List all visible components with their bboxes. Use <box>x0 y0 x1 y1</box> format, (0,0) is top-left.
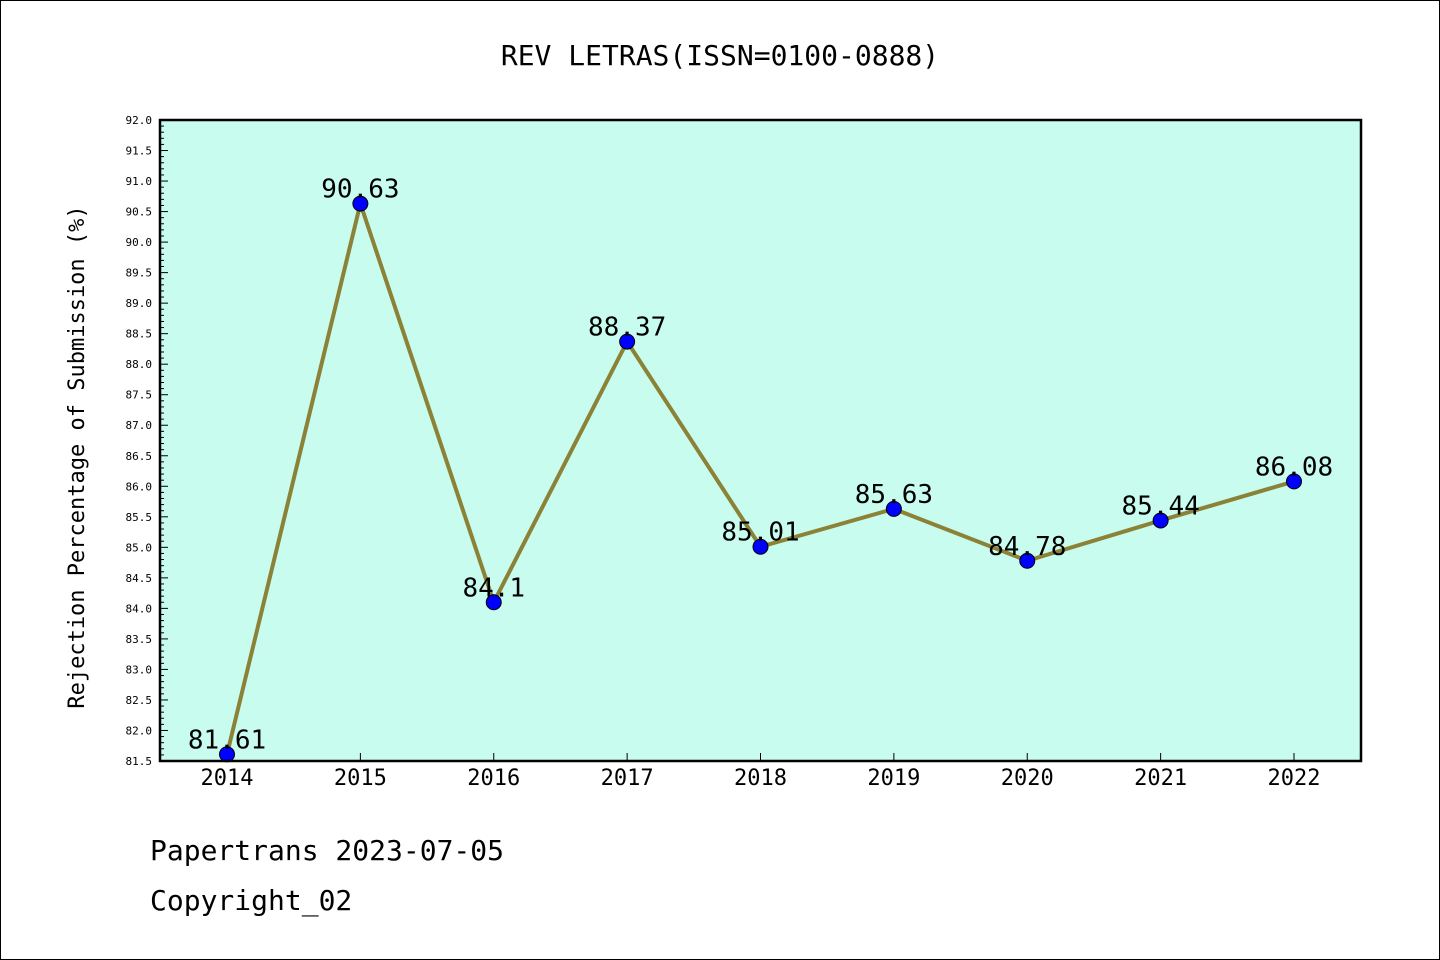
y-tick-label: 92.0 <box>126 114 153 127</box>
y-tick-label: 85.0 <box>126 541 153 554</box>
data-point <box>885 500 902 517</box>
data-label: 85.01 <box>721 518 799 548</box>
data-label: 85.63 <box>855 480 933 510</box>
x-tick-label: 2020 <box>1001 766 1054 791</box>
y-tick-label: 89.0 <box>126 297 153 310</box>
y-tick-label: 84.0 <box>126 602 153 615</box>
data-points <box>219 195 1302 763</box>
x-tick-label: 2017 <box>601 766 654 791</box>
y-tick-label: 82.0 <box>126 724 153 737</box>
y-axis-label: Rejection Percentage of Submission (%) <box>65 205 90 708</box>
data-label: 85.44 <box>1121 491 1199 521</box>
footer-copyright: Copyright_02 <box>150 884 353 917</box>
y-tick-label: 83.0 <box>126 663 153 676</box>
chart-title: REV LETRAS(ISSN=0100-0888) <box>501 39 939 72</box>
data-labels: 81.61 90.63 84.1 88.37 85.01 85.63 84.78 85.44 8… <box>188 175 1333 756</box>
data-point <box>752 538 769 555</box>
y-tick-label: 90.5 <box>126 206 153 219</box>
y-tick-label: 88.5 <box>126 328 153 341</box>
y-tick-label: 84.5 <box>126 572 153 585</box>
x-tick-label: 2015 <box>334 766 387 791</box>
footer-date: Papertrans 2023-07-05 <box>150 834 505 867</box>
y-tick-label: 89.5 <box>126 267 153 280</box>
data-point <box>1019 552 1036 569</box>
data-point <box>1152 512 1169 529</box>
data-point <box>619 333 636 350</box>
data-label: 90.63 <box>321 175 399 205</box>
y-tick-label: 86.0 <box>126 480 153 493</box>
y-tick-label: 86.5 <box>126 450 153 463</box>
x-tick-label: 2019 <box>867 766 920 791</box>
data-label: 88.37 <box>588 313 666 343</box>
y-axis: 81.5 82.0 82.5 83.0 83.5 84.0 84.5 85.0 85.5 86.0… <box>126 114 168 768</box>
plot-area <box>160 120 1361 761</box>
data-label: 84.1 <box>462 573 525 603</box>
x-tick-label: 2018 <box>734 766 787 791</box>
y-tick-label: 82.5 <box>126 694 153 707</box>
data-label: 81.61 <box>188 725 266 755</box>
y-tick-label: 87.5 <box>126 389 153 402</box>
y-tick-label: 91.5 <box>126 145 153 158</box>
y-tick-label: 91.0 <box>126 175 153 188</box>
y-tick-label: 85.5 <box>126 511 153 524</box>
data-point <box>485 594 502 611</box>
y-tick-label: 83.5 <box>126 633 153 646</box>
plot-border <box>158 118 1363 763</box>
y-tick-label: 88.0 <box>126 358 153 371</box>
y-tick-label: 90.0 <box>126 236 153 249</box>
y-tick-label: 81.5 <box>126 755 153 768</box>
data-label: 84.78 <box>988 532 1066 562</box>
y-tick-label: 87.0 <box>126 419 153 432</box>
data-point <box>352 195 369 212</box>
x-tick-label: 2022 <box>1268 766 1321 791</box>
x-axis: 2014 2015 2016 2017 2018 2019 2020 2021 2022 <box>201 753 1321 791</box>
data-label: 86.08 <box>1255 452 1333 482</box>
x-tick-label: 2016 <box>467 766 520 791</box>
x-tick-label: 2021 <box>1134 766 1187 791</box>
data-point <box>1286 473 1302 490</box>
x-tick-label: 2014 <box>201 766 254 791</box>
